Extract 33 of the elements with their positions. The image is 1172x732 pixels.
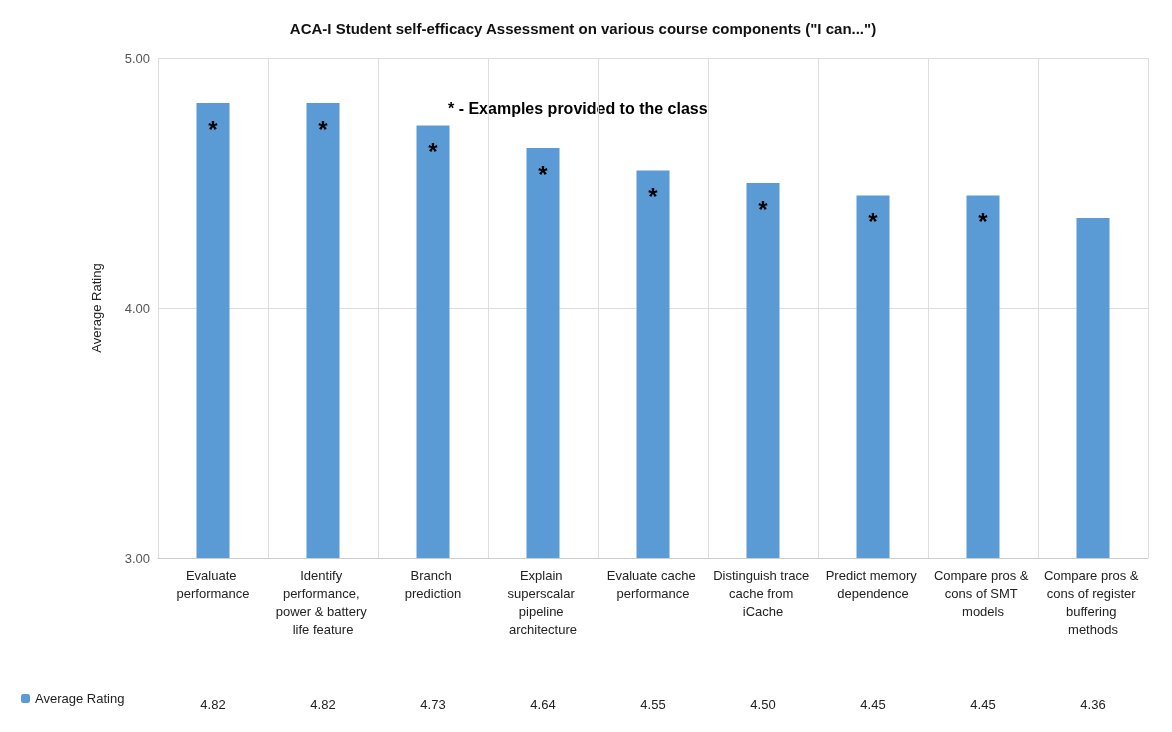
data-label: 4.45 — [970, 697, 996, 712]
annotation: * — [318, 115, 329, 143]
x-tick-label: Distinguish trace cache from iCache — [713, 567, 813, 619]
data-label: 4.82 — [200, 697, 226, 712]
chart-title: ACA-I Student self-efficacy Assessment on various course components ("I can...") — [289, 20, 877, 37]
x-tick-label: Evaluate performance — [176, 567, 250, 601]
y-tick-label: 5.00 — [124, 50, 150, 66]
x-tick-label: Predict memory dependence — [825, 567, 921, 601]
x-tick-label: Compare pros & cons of register buffering methods — [1043, 567, 1143, 637]
y-axis-title: Average Rating — [89, 263, 104, 353]
annotation: * - Examples provided to the class — [448, 99, 708, 117]
annotation: * — [758, 195, 769, 223]
legend-label: Average Rating — [35, 691, 125, 706]
x-tick-label: Evaluate cache performance — [606, 567, 700, 601]
annotation: * — [538, 160, 549, 188]
y-tick-label: 3.00 — [124, 550, 150, 566]
annotation: * — [428, 138, 439, 165]
data-label: 4.64 — [530, 697, 556, 712]
data-label: 4.55 — [640, 697, 666, 712]
annotation: * — [978, 208, 989, 235]
x-tick-label: Explain superscalar pipeline architecture — [507, 567, 579, 637]
x-tick-label: Identify performance, power & battery life feature — [275, 567, 371, 637]
x-tick-label: Compare pros & cons of SMT models — [933, 567, 1033, 619]
data-label: 4.73 — [420, 697, 446, 712]
annotation: * — [648, 183, 659, 210]
data-label: 4.50 — [750, 697, 776, 712]
data-label: 4.36 — [1080, 697, 1106, 712]
annotation: * — [208, 115, 219, 143]
data-label: 4.82 — [310, 697, 336, 712]
y-tick-label: 4.00 — [124, 300, 150, 316]
annotation: * — [868, 208, 879, 235]
x-tick-label: Branch prediction — [404, 567, 462, 601]
data-label: 4.45 — [860, 697, 886, 712]
